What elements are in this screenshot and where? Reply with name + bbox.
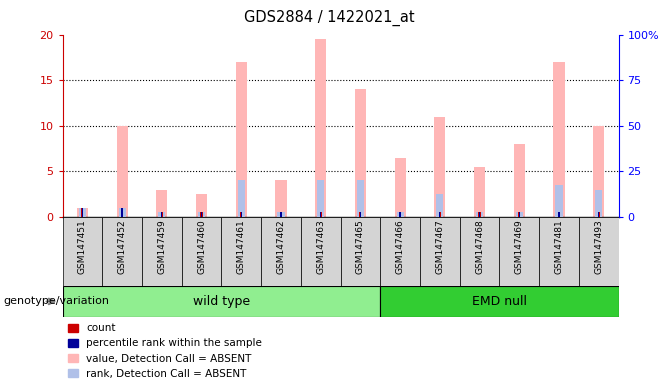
Text: GSM147468: GSM147468 [475,219,484,274]
Bar [399,212,401,217]
Text: wild type: wild type [193,295,250,308]
Bar [118,208,126,217]
Bar [63,286,380,317]
Bar [182,217,221,286]
Bar [63,217,102,286]
Bar [142,217,182,286]
Bar [420,217,460,286]
Bar [240,212,242,217]
Bar [380,286,619,317]
Bar [516,212,523,217]
Bar [518,212,520,217]
Bar [196,194,207,217]
Bar [399,212,401,217]
Bar [276,180,286,217]
Bar [82,208,83,217]
Bar [359,212,361,217]
Text: GSM147467: GSM147467 [436,219,444,274]
Bar [476,212,483,217]
Bar [597,212,599,217]
Bar [439,212,440,217]
Bar [301,217,340,286]
Text: GDS2884 / 1422021_at: GDS2884 / 1422021_at [243,10,415,26]
Bar [474,167,485,217]
Bar [82,208,84,217]
Bar [236,62,247,217]
Bar [161,212,163,217]
Bar [355,89,366,217]
Bar [539,217,579,286]
Bar [341,217,380,286]
Bar [280,212,282,217]
Text: GSM147459: GSM147459 [157,219,166,274]
Bar [558,212,560,217]
Bar [102,217,142,286]
Bar [558,212,560,217]
Bar [555,185,563,217]
Bar [320,212,322,217]
Bar [241,212,242,217]
Text: genotype/variation: genotype/variation [3,296,109,306]
Bar [593,126,604,217]
Bar [201,212,203,217]
Bar [439,212,441,217]
Bar [121,208,123,217]
Bar [315,39,326,217]
Bar [156,190,167,217]
Bar [598,212,599,217]
Text: GSM147451: GSM147451 [78,219,87,274]
Bar [460,217,499,286]
Bar [317,180,324,217]
Bar [161,212,163,217]
Text: GSM147493: GSM147493 [594,219,603,274]
Bar [201,212,202,217]
Bar [478,212,480,217]
Bar [198,212,205,217]
Bar [479,212,480,217]
Text: GSM147466: GSM147466 [395,219,405,274]
Bar [79,208,86,217]
Bar [499,217,539,286]
Bar [121,208,123,217]
Text: GSM147462: GSM147462 [276,219,286,274]
Bar [320,212,321,217]
Text: GSM147469: GSM147469 [515,219,524,274]
Bar [436,194,443,217]
Bar [278,212,284,217]
Bar [595,190,602,217]
Legend: count, percentile rank within the sample, value, Detection Call = ABSENT, rank, : count, percentile rank within the sample… [68,323,263,379]
Text: GSM147465: GSM147465 [356,219,365,274]
Bar [434,117,445,217]
Bar [519,212,520,217]
Text: GSM147463: GSM147463 [316,219,325,274]
Bar [397,212,403,217]
Bar [514,144,525,217]
Bar [158,212,165,217]
Bar [579,217,619,286]
Bar [395,158,405,217]
Text: GSM147460: GSM147460 [197,219,206,274]
Bar [280,212,282,217]
Bar [238,180,245,217]
Bar [261,217,301,286]
Bar [77,208,88,217]
Text: EMD null: EMD null [472,295,527,308]
Text: GSM147481: GSM147481 [555,219,563,274]
Bar [221,217,261,286]
Bar [553,62,565,217]
Bar [360,212,361,217]
Text: GSM147452: GSM147452 [118,219,126,274]
Bar [116,126,128,217]
Bar [357,180,364,217]
Bar [380,217,420,286]
Text: GSM147461: GSM147461 [237,219,245,274]
